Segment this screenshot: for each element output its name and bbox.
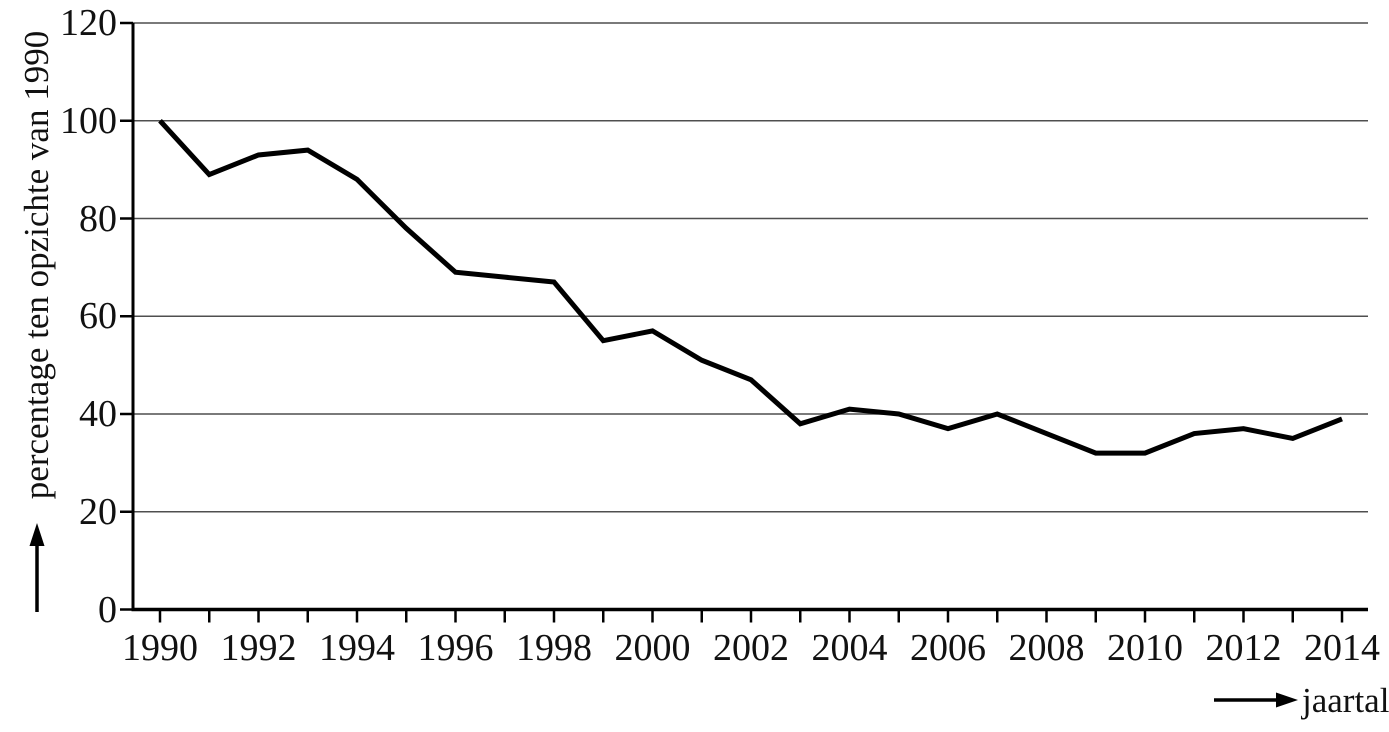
y-tick-label: 20 (79, 490, 117, 533)
y-tick-label: 120 (60, 2, 117, 44)
x-tick-label: 2008 (1008, 627, 1085, 669)
x-tick-label: 2002 (713, 627, 789, 669)
x-tick-label: 2010 (1107, 627, 1183, 669)
y-tick-label: 100 (60, 99, 117, 142)
x-tick-label: 1992 (220, 627, 297, 669)
x-tick-label: 2006 (910, 627, 986, 669)
y-tick-label: 40 (79, 393, 117, 435)
x-tick-label: 1998 (516, 627, 592, 669)
x-tick-label: 1994 (319, 627, 395, 669)
x-tick-label: 1996 (417, 627, 494, 669)
y-axis-arrow-icon (29, 523, 45, 546)
x-tick-label: 2004 (811, 627, 888, 669)
y-tick-label: 0 (98, 588, 117, 631)
y-tick-label: 80 (79, 197, 117, 240)
y-tick-label: 60 (79, 295, 117, 338)
x-tick-label: 1990 (122, 627, 198, 669)
x-axis-arrow-icon (1276, 692, 1298, 708)
x-tick-label: 2012 (1205, 627, 1282, 669)
x-axis-title: jaartal (1302, 681, 1389, 720)
x-tick-label: 2014 (1304, 627, 1380, 669)
data-line (158, 119, 1343, 456)
x-tick-label: 2000 (614, 627, 691, 669)
